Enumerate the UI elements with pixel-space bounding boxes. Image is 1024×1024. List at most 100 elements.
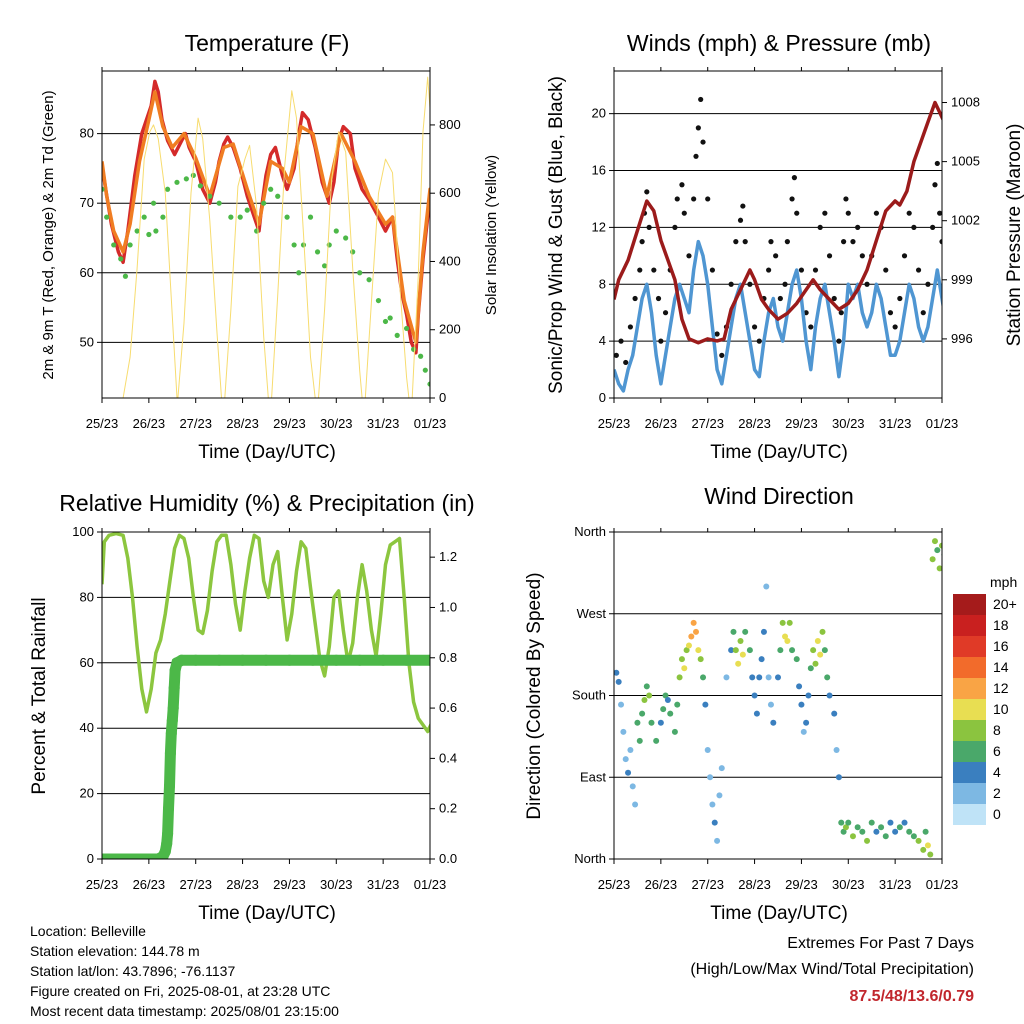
direction-point bbox=[704, 747, 711, 753]
winds-series-gust-point bbox=[838, 310, 844, 316]
winds-series-gust-point bbox=[794, 210, 800, 216]
direction-point bbox=[786, 619, 793, 626]
direction-point bbox=[805, 692, 812, 699]
winds-series-gust-point bbox=[681, 210, 687, 216]
humidity-x-tick-label: 29/23 bbox=[273, 877, 306, 892]
humidity-y2-tick-label: 0.6 bbox=[439, 700, 457, 715]
speed-legend-label: 12 bbox=[993, 680, 1009, 696]
direction-x-title: Time (Day/UTC) bbox=[710, 903, 848, 924]
winds-series-gust-point bbox=[831, 295, 837, 302]
direction-point bbox=[922, 828, 929, 835]
temperature-series-2m-td-point bbox=[228, 214, 234, 220]
temperature-series-2m-td-point bbox=[291, 242, 297, 248]
temperature-series-2m-td-point bbox=[174, 179, 180, 185]
direction-point bbox=[657, 719, 664, 726]
direction-point bbox=[614, 669, 620, 676]
temperature-x-tick-label: 29/23 bbox=[273, 416, 306, 431]
direction-point bbox=[667, 710, 674, 717]
winds-y2-tick-label: 996 bbox=[951, 331, 973, 346]
humidity-y-tick-label: 100 bbox=[72, 524, 94, 539]
temperature-y2-tick-label: 200 bbox=[439, 322, 461, 337]
winds-series-gust-point bbox=[915, 267, 922, 273]
direction-point bbox=[819, 628, 826, 635]
winds-series-gust-point bbox=[836, 338, 842, 344]
direction-point bbox=[653, 737, 660, 744]
winds-series-gust-point bbox=[705, 196, 711, 202]
direction-point bbox=[882, 833, 889, 840]
direction-point bbox=[824, 674, 831, 681]
direction-point bbox=[685, 642, 692, 649]
winds-series-gust-point bbox=[855, 224, 861, 230]
direction-point bbox=[934, 547, 941, 554]
winds-series-gust-point bbox=[646, 224, 652, 230]
direction-point bbox=[931, 538, 938, 545]
info-location: Location: Belleville bbox=[30, 923, 146, 939]
winds-series-gust-point bbox=[920, 310, 926, 316]
humidity-series-relative-humidity-line bbox=[102, 532, 430, 734]
direction-point bbox=[814, 638, 821, 644]
winds-series-gust-point bbox=[859, 253, 865, 259]
winds-series-gust-point bbox=[747, 281, 753, 287]
winds-series-gust-point bbox=[925, 281, 931, 287]
direction-point bbox=[777, 647, 784, 654]
direction-point bbox=[770, 719, 777, 726]
direction-point bbox=[929, 556, 936, 563]
speed-legend-label: 0 bbox=[993, 806, 1001, 822]
direction-point bbox=[620, 728, 627, 735]
winds-panel: Winds (mph) & Pressure (mb) Time (Day/UT… bbox=[546, 30, 1024, 463]
speed-legend-swatch bbox=[953, 720, 986, 741]
winds-series-gust-point bbox=[742, 239, 748, 245]
winds-y2-title: Station Pressure (Maroon) bbox=[1004, 124, 1024, 347]
winds-series-gust-point bbox=[897, 295, 903, 302]
direction-point bbox=[732, 647, 739, 654]
winds-series-gust-point bbox=[873, 210, 880, 216]
winds-series-gust-point bbox=[662, 310, 669, 316]
temperature-series-2m-td-point bbox=[357, 270, 363, 276]
temperature-series-2m-td-point bbox=[150, 200, 157, 206]
winds-series-gust-point bbox=[906, 210, 912, 216]
direction-point bbox=[763, 583, 770, 590]
direction-point bbox=[751, 692, 758, 699]
winds-frame bbox=[613, 70, 943, 399]
winds-series-gust-point bbox=[700, 139, 706, 145]
direction-point bbox=[767, 701, 774, 708]
winds-y-tick-label: 0 bbox=[599, 390, 606, 405]
winds-series-gust-point bbox=[864, 281, 870, 287]
direction-point bbox=[674, 701, 681, 708]
humidity-x-tick-label: 26/23 bbox=[133, 877, 166, 892]
direction-point bbox=[887, 819, 894, 826]
humidity-y-tick-label: 40 bbox=[80, 720, 94, 735]
direction-point bbox=[700, 674, 707, 681]
winds-x-tick-label: 25/23 bbox=[598, 416, 631, 431]
temperature-series-2m-td-point bbox=[418, 353, 424, 359]
direction-x-tick-label: 28/23 bbox=[738, 877, 771, 892]
winds-series-gust-point bbox=[698, 96, 704, 103]
winds-x-tick-label: 01/23 bbox=[926, 416, 959, 431]
speed-legend-swatch bbox=[953, 657, 986, 678]
direction-point bbox=[920, 846, 927, 853]
direction-point bbox=[864, 837, 871, 844]
winds-series-gust-point bbox=[901, 253, 908, 259]
winds-x-tick-label: 29/23 bbox=[785, 416, 818, 431]
temperature-series-2m-td-point bbox=[183, 176, 189, 182]
temperature-panel: Temperature (F) Time (Day/UTC) 2m & 9m T… bbox=[40, 30, 500, 463]
winds-y-tick-label: 4 bbox=[599, 333, 606, 348]
speed-legend-swatch bbox=[953, 636, 986, 657]
temperature-series-2m-td-point bbox=[300, 242, 307, 248]
direction-point bbox=[718, 765, 725, 772]
winds-series-gust-point bbox=[674, 196, 680, 202]
winds-series-gust-point bbox=[644, 189, 650, 195]
temperature-y-tick-label: 70 bbox=[80, 195, 94, 210]
direction-point bbox=[639, 710, 646, 717]
winds-y-title: Sonic/Prop Wind & Gust (Blue, Black) bbox=[546, 76, 567, 394]
direction-point bbox=[632, 801, 639, 808]
temperature-series-2m-td-point bbox=[411, 346, 417, 352]
winds-series-gust-point bbox=[672, 224, 678, 230]
direction-point bbox=[835, 774, 842, 781]
direction-point bbox=[910, 833, 917, 840]
temperature-y2-tick-label: 400 bbox=[439, 253, 461, 268]
temperature-series-2m-td-point bbox=[146, 231, 152, 238]
direction-point bbox=[842, 824, 849, 831]
direction-point bbox=[840, 828, 847, 835]
